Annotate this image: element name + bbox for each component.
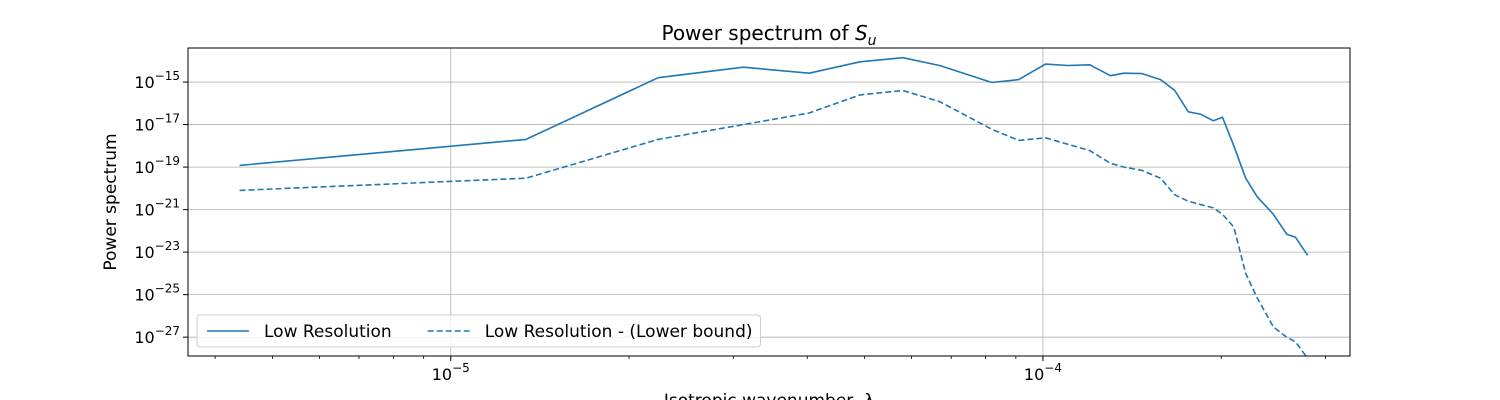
tick-labels: 10−5 10−4 10−15 10−17 10−19 10−21 10−23 10−25 10… [134,69,1062,384]
series-line-2 [239,89,1309,359]
y-tick-label: 10−21 [134,197,180,220]
legend-box [196,314,761,348]
y-tick-label: 10−27 [134,324,180,347]
y-tick-label: 10−17 [134,112,180,135]
plot-frame [187,47,1351,357]
legend-label-1: Low Resolution [264,322,392,342]
x-tick-label: 10−5 [432,361,470,384]
title-subscript: u [868,33,877,49]
legend: Low Resolution Low Resolution - (Lower bo… [196,314,761,348]
x-axis-label: Isotropic wavenumber, λ [664,391,874,400]
legend-label-2: Low Resolution - (Lower bound) [485,322,753,342]
y-tick-label: 10−15 [134,69,180,92]
grid-lines [188,48,1350,356]
series-lines [239,56,1309,359]
x-tick-label: 10−4 [1024,361,1062,384]
series-line-1 [239,56,1309,256]
y-tick-label: 10−19 [134,154,180,177]
y-tick-label: 10−23 [134,239,180,262]
y-axis-label: Power spectrum [101,133,121,270]
title-text: Power spectrum of [661,21,854,45]
title-symbol: S [855,21,868,45]
y-tick-label: 10−25 [134,282,180,305]
chart-title: Power spectrum of Su [661,21,876,49]
